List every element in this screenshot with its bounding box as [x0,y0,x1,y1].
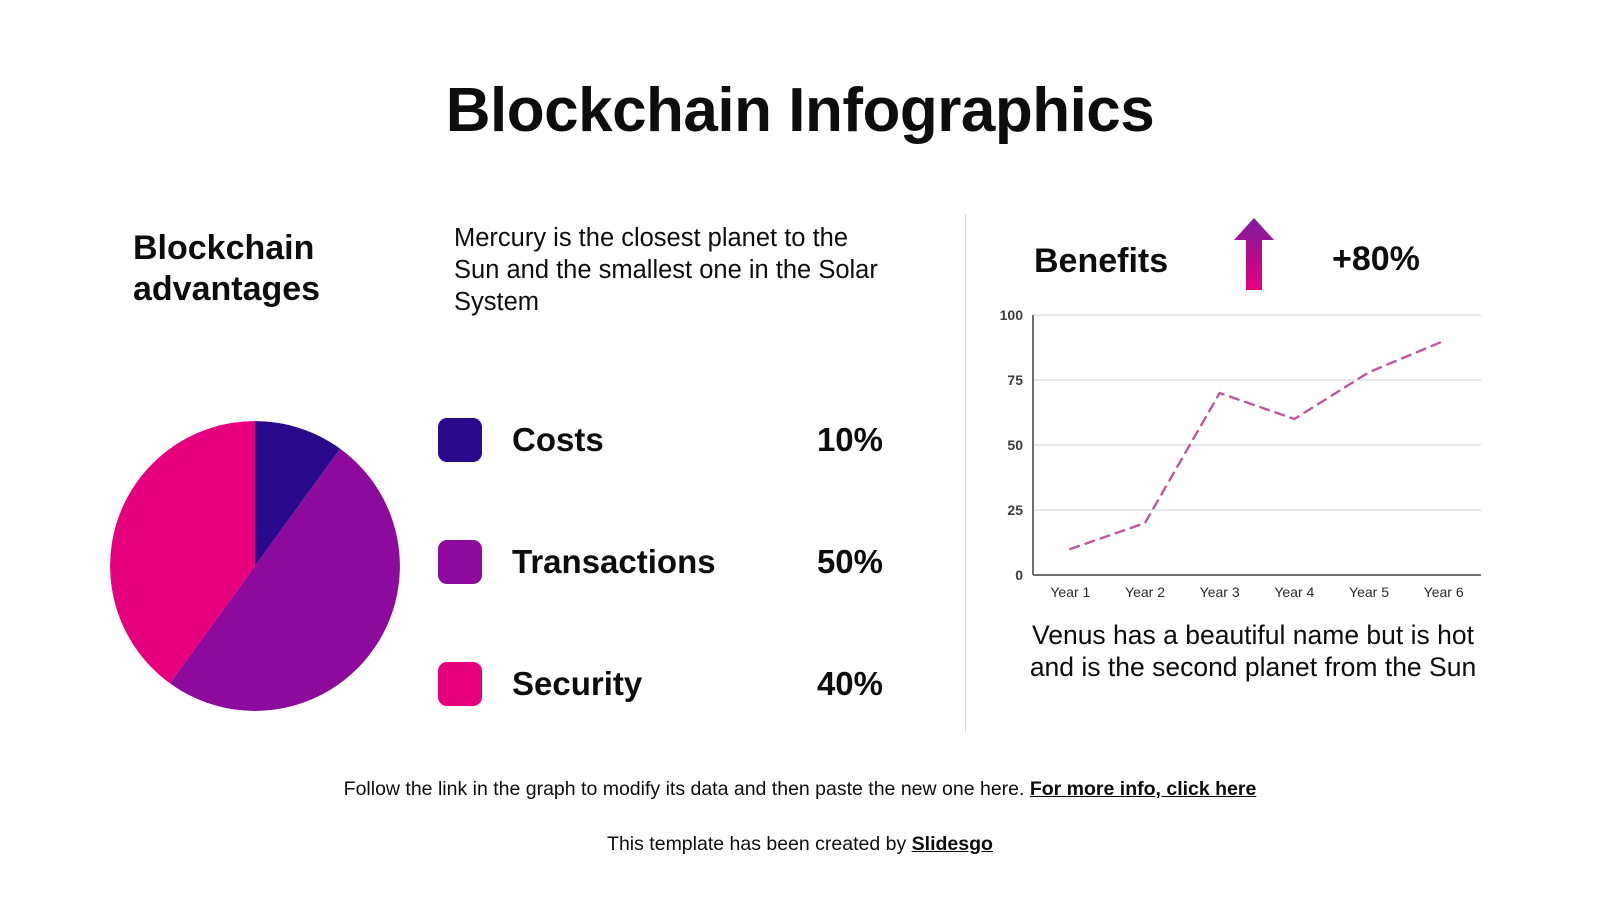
pie-chart [110,421,400,711]
legend-item-costs[interactable]: Costs 10% [438,416,883,464]
benefits-header: Benefits +80% [1034,218,1454,300]
pie-legend: Costs 10% Transactions 50% Security 40% [438,416,883,708]
chart-x-axis-labels: Year 1 Year 2 Year 3 Year 4 Year 5 Year 6 [1050,584,1464,600]
pie-slice-transactions [169,448,400,711]
blockchain-advantages-heading: Blockchain advantages [133,229,321,309]
footer-credit: This template has been created by Slides… [0,833,1600,856]
legend-swatch-costs [438,418,482,462]
benefits-title: Benefits [1034,242,1169,280]
y-tick-75: 75 [1007,372,1023,388]
x-tick-year-1: Year 1 [1050,584,1090,600]
legend-label-security: Security [512,665,643,702]
x-tick-year-3: Year 3 [1200,584,1240,600]
chart-series-benefits [1069,339,1445,551]
footer-credit-text: This template has been created by [607,833,907,855]
benefits-value: +80% [1332,240,1420,278]
footer-note-text: Follow the link in the graph to modify i… [343,778,1025,800]
chart-caption: Venus has a beautiful name but is hot an… [1029,620,1477,682]
x-tick-year-2: Year 2 [1125,584,1165,600]
pie-slice-security [110,421,255,684]
slidesgo-link[interactable]: Slidesgo [911,833,993,855]
x-tick-year-4: Year 4 [1274,584,1314,600]
pie-chart-svg [110,421,400,711]
y-tick-25: 25 [1007,502,1023,518]
page-title: Blockchain Infographics [445,76,1155,145]
chart-gridlines [1033,314,1481,511]
legend-swatch-security [438,662,482,706]
pie-slice-costs [255,421,341,566]
arrow-up-icon [1234,218,1274,290]
chart-y-axis-labels: 0 25 50 75 100 [1000,307,1024,583]
footer-note: Follow the link in the graph to modify i… [0,778,1600,801]
y-tick-50: 50 [1007,437,1023,453]
line-chart: 0 25 50 75 100 Year 1 Year 2 Year 3 Year 4 Year … [985,303,1485,603]
lead-paragraph: Mercury is the closest planet to the Sun… [454,224,878,317]
y-tick-100: 100 [1000,307,1024,323]
y-tick-0: 0 [1015,567,1023,583]
legend-item-transactions[interactable]: Transactions 50% [438,538,883,586]
legend-label-transactions: Transactions [512,543,716,580]
more-info-link[interactable]: For more info, click here [1029,778,1257,800]
legend-value-transactions: 50% [816,543,883,580]
column-divider [965,214,966,732]
legend-label-costs: Costs [512,421,604,458]
x-tick-year-6: Year 6 [1424,584,1464,600]
legend-item-security[interactable]: Security 40% [438,660,883,708]
x-tick-year-5: Year 5 [1349,584,1389,600]
legend-value-security: 40% [816,665,883,702]
legend-swatch-transactions [438,540,482,584]
legend-value-costs: 10% [816,421,883,458]
